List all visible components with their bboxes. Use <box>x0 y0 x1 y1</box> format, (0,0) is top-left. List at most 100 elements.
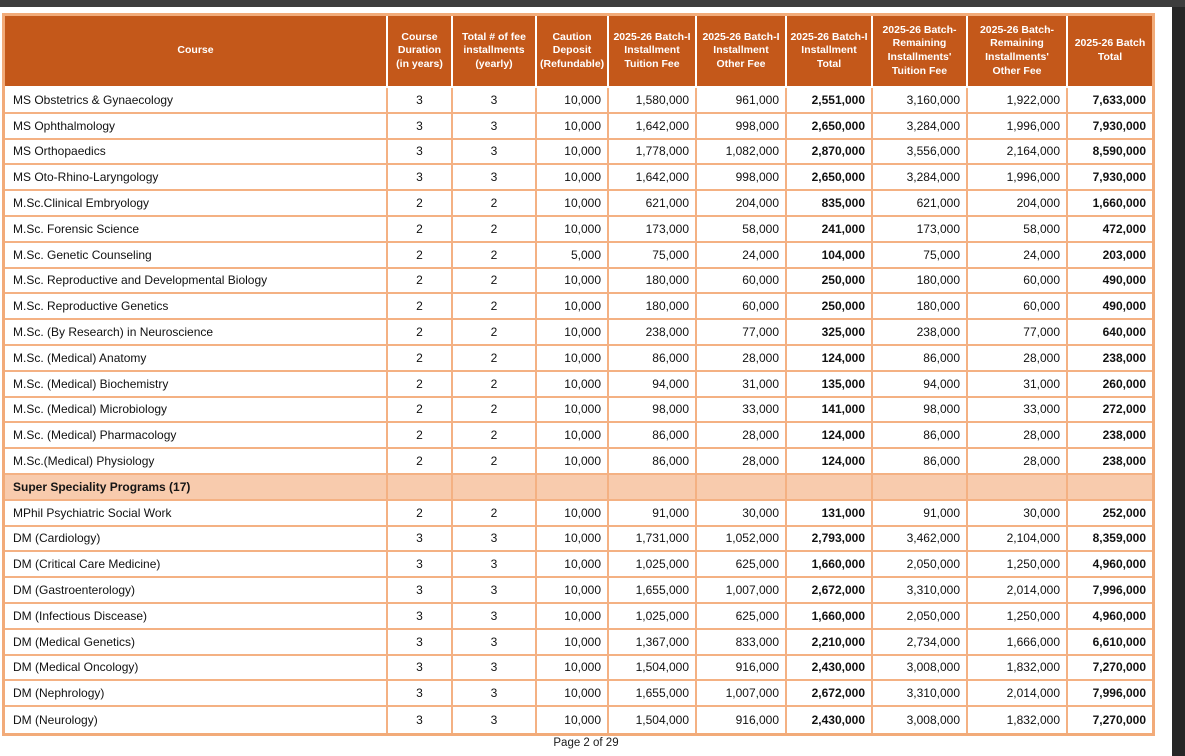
fee-cell: 3 <box>453 629 537 656</box>
course-name: DM (Gastroenterology) <box>5 578 388 604</box>
fee-cell: 2,210,000 <box>787 629 873 656</box>
course-name: M.Sc. Reproductive Genetics <box>5 294 388 321</box>
fee-cell: 2 <box>388 242 453 269</box>
column-header: 2025-26 Batch-I Installment Tuition Fee <box>609 16 697 88</box>
fee-cell: 1,660,000 <box>787 552 873 579</box>
fee-cell: 1,996,000 <box>968 165 1068 192</box>
fee-cell: 10,000 <box>537 526 609 553</box>
course-name: M.Sc.Clinical Embryology <box>5 191 388 217</box>
fee-cell: 2,551,000 <box>787 88 873 114</box>
fee-cell: 1,922,000 <box>968 88 1068 114</box>
fee-cell: 28,000 <box>697 449 787 475</box>
fee-cell: 10,000 <box>537 449 609 475</box>
table-row: DM (Medical Genetics) 3 3 10,000 1,367,000 83… <box>5 629 1152 656</box>
table-row: DM (Cardiology) 3 3 10,000 1,731,000 1,052,00… <box>5 526 1152 553</box>
fee-cell: 98,000 <box>873 397 968 424</box>
course-name: MS Orthopaedics <box>5 139 388 166</box>
fee-cell: 7,930,000 <box>1068 113 1152 140</box>
fee-cell: 1,655,000 <box>609 578 697 604</box>
fee-cell: 2 <box>388 294 453 321</box>
column-header: 2025-26 Batch Total <box>1068 16 1152 88</box>
fee-cell: 3 <box>388 681 453 708</box>
fee-cell: 204,000 <box>968 191 1068 217</box>
section-label: Super Speciality Programs (17) <box>5 474 388 501</box>
fee-cell: 272,000 <box>1068 397 1152 424</box>
fee-cell: 1,025,000 <box>609 552 697 579</box>
fee-cell: 77,000 <box>968 320 1068 346</box>
fee-cell: 2 <box>453 191 537 217</box>
fee-cell: 75,000 <box>609 242 697 269</box>
fee-cell: 30,000 <box>697 500 787 527</box>
course-name: DM (Cardiology) <box>5 526 388 553</box>
fee-cell: 77,000 <box>697 320 787 346</box>
fee-cell: 833,000 <box>697 629 787 656</box>
fee-cell: 625,000 <box>697 552 787 579</box>
fee-cell: 1,580,000 <box>609 88 697 114</box>
course-name: MPhil Psychiatric Social Work <box>5 500 388 527</box>
table-row: DM (Infectious Discease) 3 3 10,000 1,025,00… <box>5 603 1152 630</box>
fee-cell: 10,000 <box>537 294 609 321</box>
fee-cell: 94,000 <box>873 371 968 398</box>
fee-cell: 91,000 <box>873 500 968 527</box>
fee-cell: 28,000 <box>968 423 1068 450</box>
fee-cell: 2 <box>453 320 537 346</box>
fee-cell: 3 <box>388 113 453 140</box>
fee-cell: 7,996,000 <box>1068 681 1152 708</box>
table-row: DM (Gastroenterology) 3 3 10,000 1,655,000 1,… <box>5 578 1152 604</box>
section-empty-cell <box>388 474 453 501</box>
fee-cell: 998,000 <box>697 165 787 192</box>
fee-cell: 24,000 <box>697 242 787 269</box>
fee-cell: 2 <box>453 294 537 321</box>
page-number: Page 2 of 29 <box>553 737 619 749</box>
column-header: Total # of fee installments (yearly) <box>453 16 537 88</box>
fee-cell: 1,504,000 <box>609 707 697 733</box>
course-name: M.Sc. Forensic Science <box>5 216 388 243</box>
fee-cell: 3 <box>453 603 537 630</box>
fee-cell: 2 <box>388 397 453 424</box>
fee-cell: 1,660,000 <box>787 603 873 630</box>
fee-cell: 2 <box>388 191 453 217</box>
fee-cell: 7,270,000 <box>1068 655 1152 682</box>
course-name: M.Sc. (By Research) in Neuroscience <box>5 320 388 346</box>
fee-cell: 2,104,000 <box>968 526 1068 553</box>
fee-cell: 238,000 <box>873 320 968 346</box>
fee-cell: 8,590,000 <box>1068 139 1152 166</box>
fee-cell: 3,284,000 <box>873 113 968 140</box>
fee-cell: 1,832,000 <box>968 707 1068 733</box>
fee-cell: 2 <box>453 216 537 243</box>
fee-cell: 33,000 <box>697 397 787 424</box>
fee-cell: 180,000 <box>873 268 968 295</box>
table-row: DM (Critical Care Medicine) 3 3 10,000 1,025… <box>5 552 1152 579</box>
fee-cell: 2,672,000 <box>787 681 873 708</box>
fee-cell: 60,000 <box>968 268 1068 295</box>
fee-cell: 2 <box>388 268 453 295</box>
table-row: MS Obstetrics & Gynaecology 3 3 10,000 1,580… <box>5 88 1152 114</box>
fee-cell: 10,000 <box>537 397 609 424</box>
course-name: DM (Medical Oncology) <box>5 655 388 682</box>
fee-cell: 124,000 <box>787 423 873 450</box>
fee-cell: 33,000 <box>968 397 1068 424</box>
fee-cell: 2 <box>388 500 453 527</box>
fee-cell: 1,996,000 <box>968 113 1068 140</box>
table-row: M.Sc. (By Research) in Neuroscience 2 2 10,… <box>5 320 1152 346</box>
fee-cell: 238,000 <box>1068 449 1152 475</box>
fee-cell: 3,310,000 <box>873 681 968 708</box>
table-row: MS Orthopaedics 3 3 10,000 1,778,000 1,082,00… <box>5 139 1152 166</box>
fee-cell: 10,000 <box>537 681 609 708</box>
section-empty-cell <box>537 474 609 501</box>
course-name: DM (Nephrology) <box>5 681 388 708</box>
fee-cell: 4,960,000 <box>1068 552 1152 579</box>
fee-cell: 3 <box>453 707 537 733</box>
fee-cell: 2 <box>388 371 453 398</box>
section-empty-cell <box>787 474 873 501</box>
fee-cell: 3 <box>453 88 537 114</box>
fee-cell: 241,000 <box>787 216 873 243</box>
fee-cell: 3 <box>453 578 537 604</box>
fee-cell: 238,000 <box>1068 423 1152 450</box>
fee-cell: 2,793,000 <box>787 526 873 553</box>
fee-cell: 3 <box>388 629 453 656</box>
course-name: M.Sc. (Medical) Pharmacology <box>5 423 388 450</box>
fee-table-container: Course Course Duration (in years) Total # … <box>2 13 1155 736</box>
fee-cell: 98,000 <box>609 397 697 424</box>
